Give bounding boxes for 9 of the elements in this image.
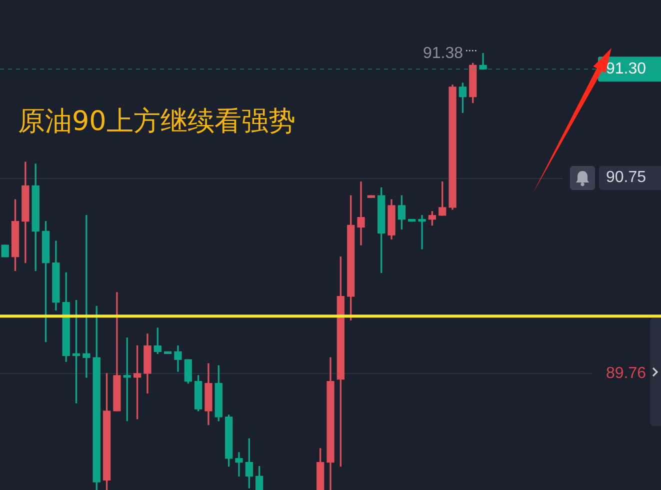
candlestick (235, 452, 243, 476)
text: 原油90上方继续看强势 (18, 106, 296, 138)
candlestick (418, 215, 426, 250)
candlestick (82, 215, 90, 378)
y-tick-label: 89.76 (606, 364, 646, 382)
y-tick-label: 90.75 (606, 169, 646, 186)
y-tick-label: 91.30 (606, 60, 646, 78)
annotation: 91.38 (422, 44, 464, 62)
candlestick (357, 181, 365, 246)
